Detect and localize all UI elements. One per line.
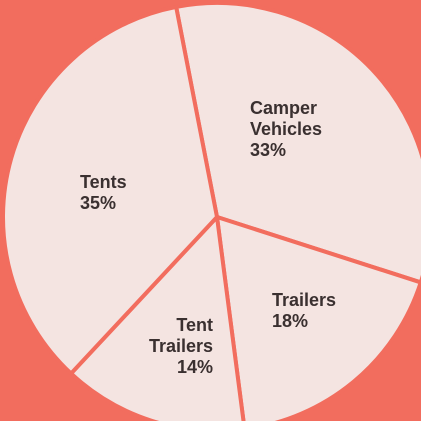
pie-slice — [215, 215, 421, 421]
value-label: 35% — [80, 193, 117, 213]
slice-label: Tent Trailers 14% — [113, 315, 213, 378]
value-label: 14% — [176, 357, 213, 377]
category-label: Camper Vehicles — [250, 98, 323, 139]
category-label: Tents — [80, 172, 127, 192]
value-label: 33% — [250, 140, 287, 160]
slice-label: Trailers 18% — [272, 290, 372, 332]
category-label: Trailers — [272, 290, 337, 310]
value-label: 18% — [272, 311, 309, 331]
pie-slice — [174, 1, 421, 285]
slice-label: Tents 35% — [80, 172, 180, 214]
slice-label: Camper Vehicles 33% — [250, 98, 370, 161]
category-label: Tent Trailers — [148, 315, 213, 356]
pie-slice — [1, 4, 219, 376]
